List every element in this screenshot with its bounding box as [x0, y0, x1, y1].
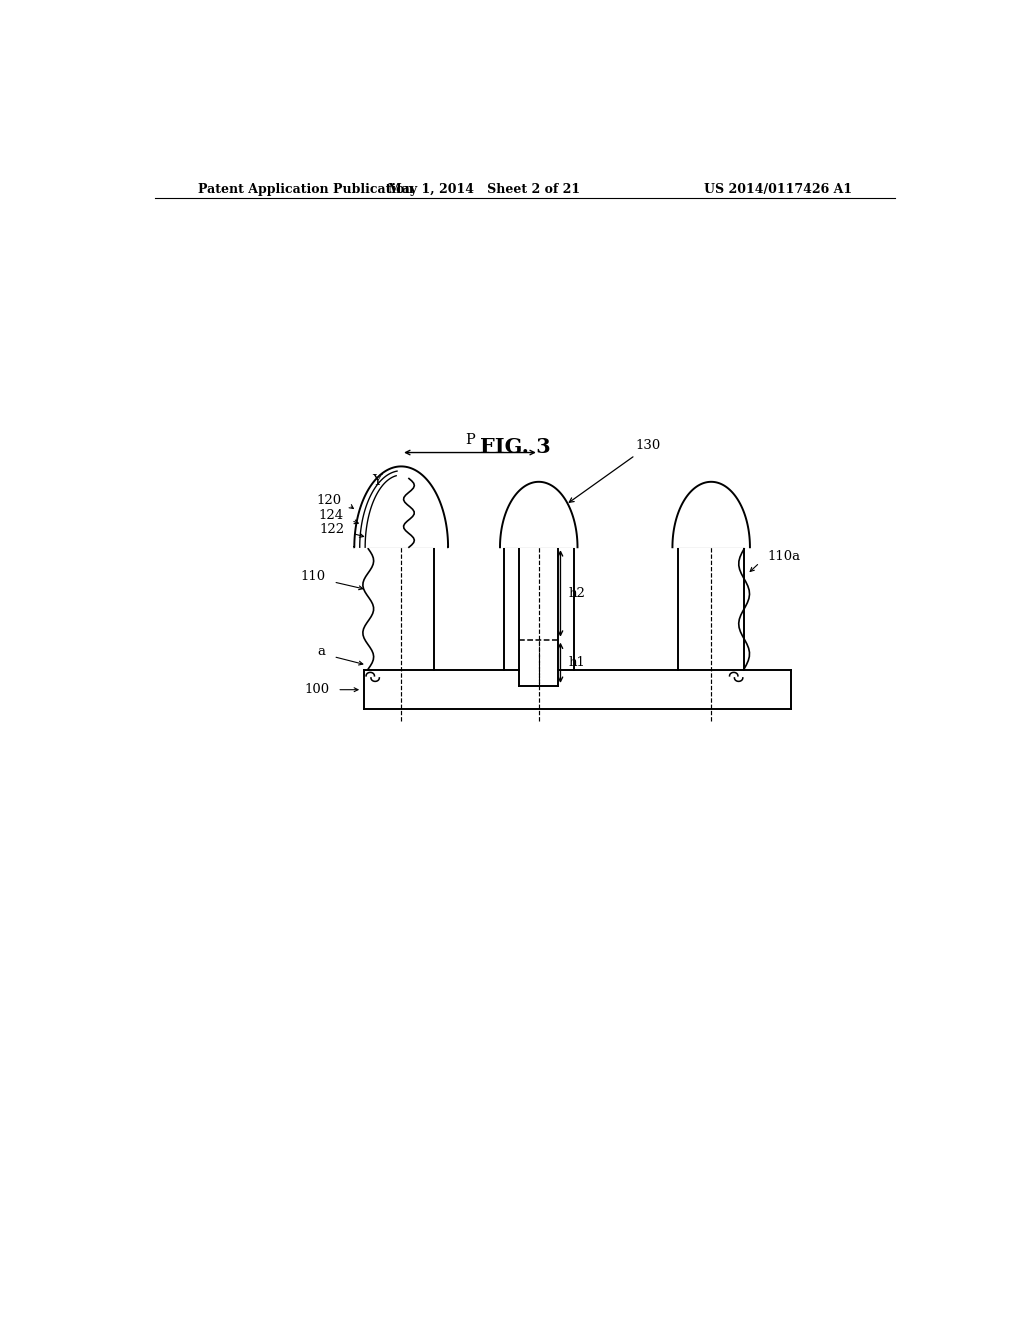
Text: Patent Application Publication: Patent Application Publication — [198, 183, 414, 197]
Polygon shape — [354, 466, 449, 548]
Text: FIG. 3: FIG. 3 — [480, 437, 551, 457]
Text: 110: 110 — [300, 570, 326, 583]
Text: 110a: 110a — [767, 550, 801, 564]
Text: US 2014/0117426 A1: US 2014/0117426 A1 — [705, 183, 853, 197]
Text: 120: 120 — [316, 494, 341, 507]
Text: 130: 130 — [569, 440, 660, 503]
Polygon shape — [500, 482, 578, 548]
Text: h1: h1 — [568, 656, 585, 669]
Text: May 1, 2014   Sheet 2 of 21: May 1, 2014 Sheet 2 of 21 — [388, 183, 581, 197]
Text: Y: Y — [372, 474, 382, 488]
Text: 124: 124 — [318, 510, 343, 523]
Text: 100: 100 — [304, 684, 330, 696]
Text: 122: 122 — [319, 523, 345, 536]
Text: h2: h2 — [568, 587, 585, 601]
Polygon shape — [673, 482, 750, 548]
Text: P: P — [465, 433, 475, 447]
Text: a: a — [317, 644, 326, 657]
